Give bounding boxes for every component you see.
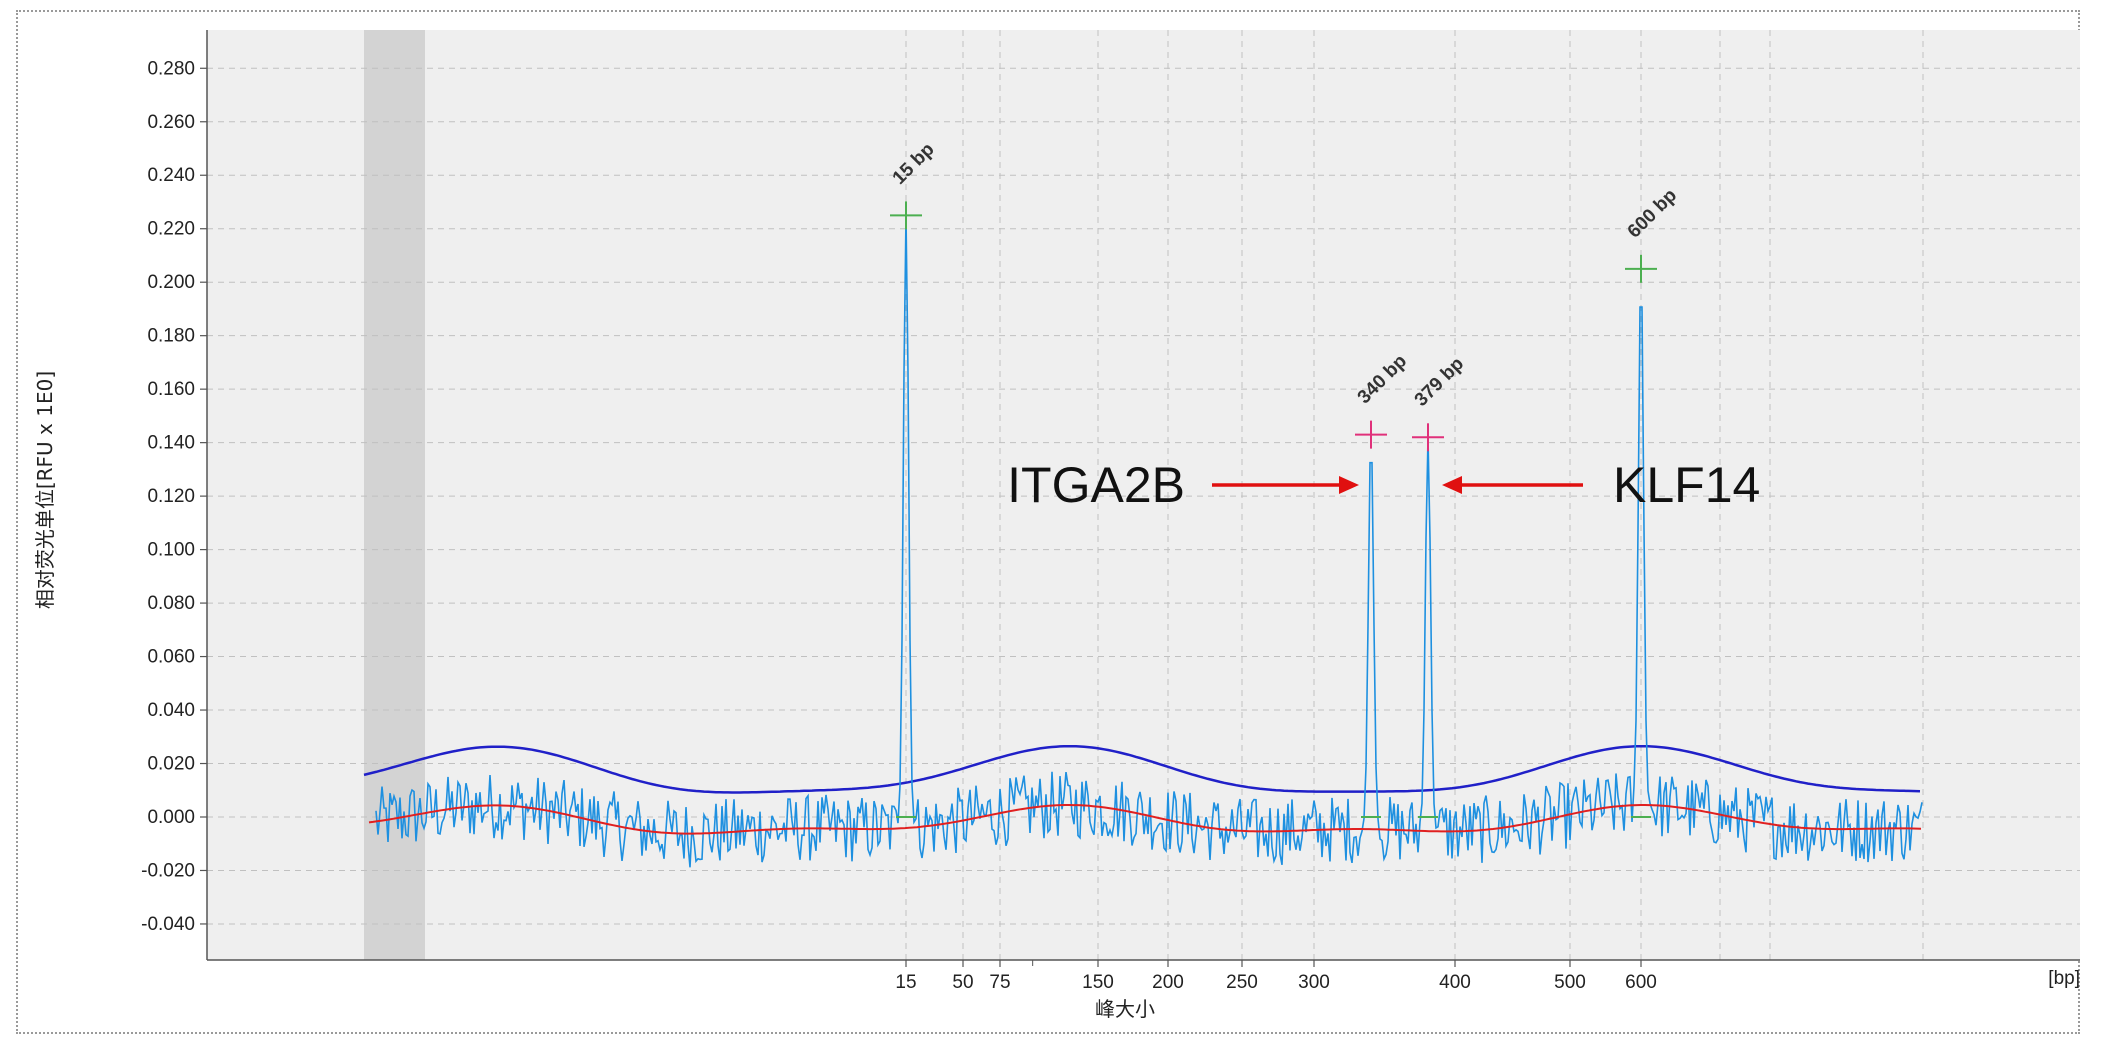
y-tick-label: 0.220 (147, 219, 195, 240)
y-axis-ticks: 0.280 0.260 0.240 0.220 0.200 0.180 0.160 0.140… (141, 58, 207, 935)
y-tick-label: 0.260 (147, 112, 195, 133)
x-tick-label: 250 (1226, 972, 1258, 993)
x-tick-label: 300 (1298, 972, 1330, 993)
annotation-itga2b: ITGA2B (1007, 457, 1185, 513)
x-tick-label: 500 (1554, 972, 1586, 993)
x-tick-label: 75 (989, 972, 1010, 993)
x-tick-label: 150 (1082, 972, 1114, 993)
peak-markers (890, 201, 1657, 818)
gene-annotations: ITGA2B KLF14 (1007, 457, 1760, 513)
baseline-line (368, 804, 1922, 835)
x-tick-label: 50 (952, 972, 973, 993)
annotation-klf14: KLF14 (1613, 457, 1760, 513)
x-tick-label: 15 (895, 972, 916, 993)
y-tick-label: 0.060 (147, 647, 195, 668)
y-tick-label: 0.000 (147, 807, 195, 828)
y-tick-label: 0.180 (147, 326, 195, 347)
arrowhead-itga2b (1339, 476, 1359, 494)
threshold-line (363, 744, 1921, 794)
x-axis-title: 峰大小 (1095, 997, 1155, 1021)
grid-lines (207, 30, 2080, 960)
arrowhead-klf14 (1442, 476, 1462, 494)
y-tick-label: 0.040 (147, 700, 195, 721)
y-tick-label: 0.200 (147, 272, 195, 293)
y-tick-label: 0.280 (147, 58, 195, 79)
y-tick-label: 0.160 (147, 379, 195, 400)
x-tick-label: 600 (1625, 972, 1657, 993)
y-tick-label: 0.240 (147, 165, 195, 186)
x-tick-label: 200 (1152, 972, 1184, 993)
y-tick-label: -0.020 (141, 860, 195, 881)
y-tick-label: -0.040 (141, 914, 195, 935)
x-axis-ticks: 15 50 75 150 200 250 300 400 500 600 (895, 960, 1657, 993)
y-tick-label: 0.100 (147, 540, 195, 561)
y-tick-label: 0.020 (147, 754, 195, 775)
y-axis-title: 相对荧光单位[RFU x 1E0] (33, 371, 57, 609)
y-tick-label: 0.080 (147, 593, 195, 614)
x-axis-unit: [bp] (2048, 968, 2080, 989)
y-tick-label: 0.120 (147, 486, 195, 507)
x-tick-label: 400 (1439, 972, 1471, 993)
y-tick-label: 0.140 (147, 433, 195, 454)
